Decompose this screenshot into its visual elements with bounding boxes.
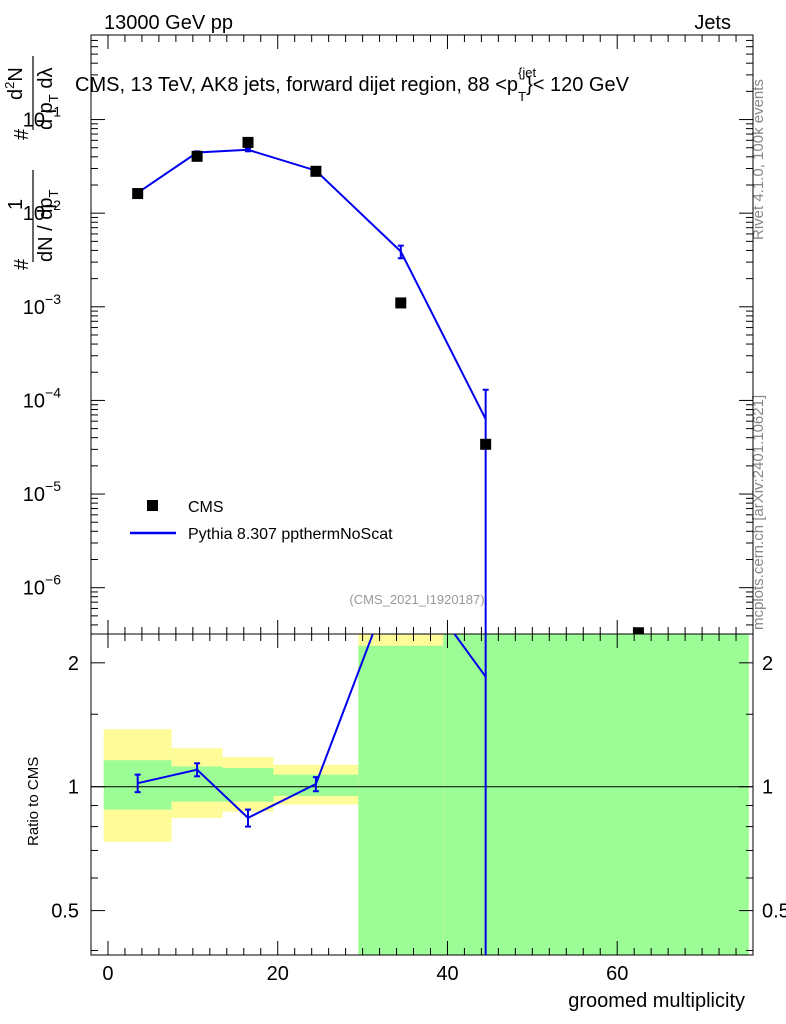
ratio-ytick-label: 0.5	[51, 901, 79, 923]
ylabel-dn-sub: T	[46, 190, 61, 198]
header-category: Jets	[694, 12, 731, 34]
data-point	[395, 297, 407, 309]
data-point	[132, 188, 144, 200]
legend-data-marker	[147, 500, 158, 511]
ylabel-frac-denominator: d pT dλ	[35, 68, 61, 130]
main-ytick-base: 10	[23, 390, 45, 412]
main-ytick-exp: −4	[45, 384, 61, 400]
ratio-band-inner	[358, 645, 444, 955]
ylabel-dp-sub: T	[46, 94, 61, 102]
data-point	[191, 150, 203, 162]
main-ytick-base: 10	[23, 484, 45, 506]
xtick-label: 0	[102, 963, 113, 985]
ratio-ytick-label: 2	[68, 653, 79, 675]
main-ytick-label: 10−6	[23, 572, 61, 600]
xaxis-label: groomed multiplicity	[568, 990, 745, 1012]
ratio-ytick-label-right: 2	[762, 653, 773, 675]
ratio-ylabel: Ratio to CMS	[25, 757, 42, 846]
ratio-band-inner	[222, 768, 274, 802]
ylabel-dn-dp: dN / dp	[35, 198, 57, 262]
ylabel-hash-left: #	[11, 258, 33, 270]
legend-mc-label: Pythia 8.307 ppthermNoScat	[188, 526, 393, 543]
rivet-version-label: Rivet 4.1.0, 100k events	[750, 79, 767, 240]
mcplots-label: mcplots.cern.ch [arXiv:2401.10621]	[750, 395, 767, 630]
legend: CMS Pythia 8.307 ppthermNoScat	[130, 499, 393, 543]
ylabel-dp: d p	[35, 102, 57, 130]
ratio-ytick-label-right: 0.5	[762, 901, 786, 923]
xtick-label: 40	[436, 963, 458, 985]
main-ytick-base: 10	[23, 110, 45, 132]
ratio-ytick-label-right: 1	[762, 777, 773, 799]
data-point	[480, 438, 492, 450]
ratio-band-inner	[443, 634, 749, 955]
chart-title: CMS, 13 TeV, AK8 jets, forward dijet reg…	[75, 65, 630, 104]
ratio-ytick-label: 1	[68, 777, 79, 799]
ratio-panel: 0.5 0.51 12 20 20 40 60 Ratio to CMS groomed m…	[25, 633, 786, 1012]
ylabel-d2: 2	[2, 82, 17, 89]
chart-title-main: CMS, 13 TeV, AK8 jets, forward dijet reg…	[75, 74, 518, 96]
main-ytick-base: 10	[23, 203, 45, 225]
ylabel-one: 1	[5, 199, 27, 210]
ylabel-frac-numerator: d2N	[2, 67, 27, 100]
ratio-mc-line	[137, 633, 487, 819]
main-ytick-label: 10−2	[23, 197, 61, 225]
xtick-label: 20	[267, 963, 289, 985]
main-ytick-exp: −2	[45, 197, 61, 213]
main-ytick-label: 10−4	[23, 384, 61, 412]
data-point	[310, 165, 322, 177]
header-process: 13000 GeV pp	[104, 12, 233, 34]
main-ytick-label: 10−3	[23, 291, 61, 319]
legend-data-label: CMS	[188, 499, 224, 516]
main-ytick-base: 10	[23, 297, 45, 319]
main-ytick-exp: −1	[45, 104, 61, 120]
main-axis-ticks: 10−110−210−310−410−510−6	[23, 34, 753, 634]
ylabel-dlambda: dλ	[35, 68, 57, 95]
chart-title-tail: }< 120 GeV	[526, 74, 630, 96]
main-ylabel: # 1 dN / dpT # d2N d pT dλ	[2, 56, 61, 270]
main-ytick-label: 10−1	[23, 104, 61, 132]
ratio-frame	[90, 633, 754, 956]
ratio-uncertainty-bands	[103, 634, 749, 955]
chart-title-sup: {jet	[518, 65, 536, 80]
ylabel-N: N	[5, 67, 27, 81]
data-point	[242, 136, 254, 148]
main-ytick-exp: −3	[45, 291, 61, 307]
data-point	[632, 627, 644, 639]
chart-title-sub: T	[518, 89, 526, 104]
main-ytick-exp: −6	[45, 572, 61, 588]
xtick-label: 60	[606, 963, 628, 985]
main-panel: 10−110−210−310−410−510−6 (CMS_2021_I1920…	[2, 34, 754, 639]
ylabel-denominator: dN / dpT	[35, 190, 61, 262]
main-frame	[90, 34, 754, 635]
ylabel-d: d	[5, 89, 27, 100]
ylabel-hash-right: #	[11, 128, 33, 140]
ratio-axis-ticks: 0.5 0.51 12 20 20 40 60	[51, 634, 786, 985]
main-ytick-base: 10	[23, 578, 45, 600]
main-ytick-label: 10−5	[23, 478, 61, 506]
mc-line	[137, 148, 487, 420]
watermark-label: (CMS_2021_I1920187)	[349, 592, 484, 607]
main-ytick-exp: −5	[45, 478, 61, 494]
